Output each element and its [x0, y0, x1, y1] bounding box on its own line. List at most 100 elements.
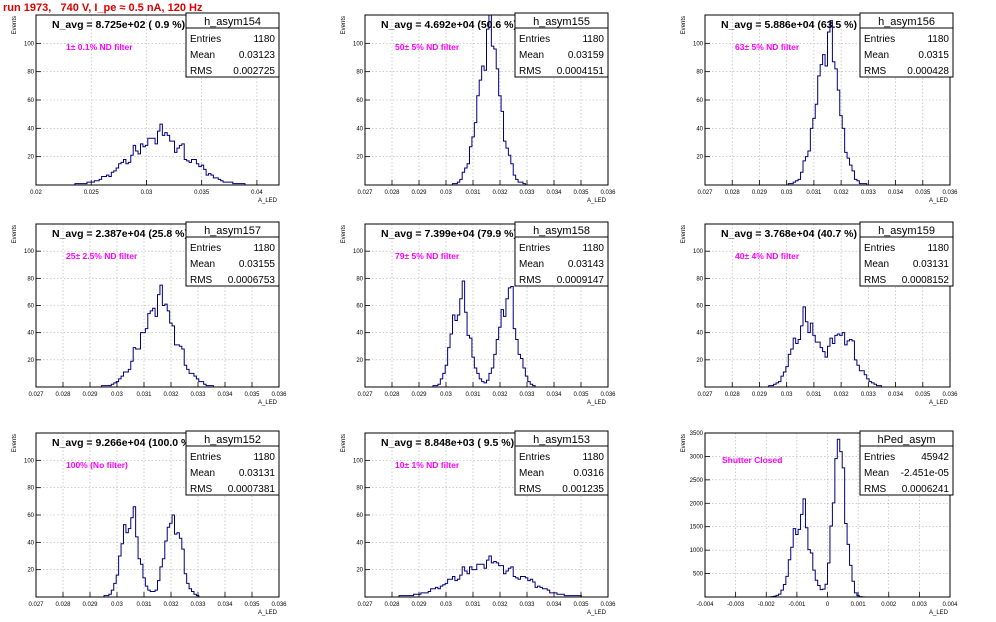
histogram-bin	[798, 339, 800, 387]
y-tick-label: 60	[696, 304, 703, 310]
stats-title: h_asym155	[533, 16, 590, 28]
x-tick-label: 0.033	[519, 602, 535, 608]
x-tick-label: 0.035	[915, 392, 931, 398]
histogram-bin	[513, 577, 515, 598]
x-axis-title: A_LED	[258, 610, 278, 616]
x-tick-label: 0.028	[384, 392, 400, 398]
y-tick-label: 20	[27, 358, 34, 364]
histogram-bin	[423, 593, 425, 597]
histogram-bin	[175, 345, 177, 387]
x-tick-label: 0.04	[251, 190, 263, 196]
histogram-bin	[131, 518, 133, 597]
x-tick-label: 0.031	[465, 392, 481, 398]
histogram-bin	[126, 372, 128, 387]
histogram-bin	[820, 348, 822, 387]
x-tick-label: 0.029	[411, 602, 427, 608]
y-tick-label: 20	[356, 358, 363, 364]
y-tick-label: 100	[353, 41, 364, 47]
histogram-bin	[189, 373, 191, 387]
y-tick-label: 20	[27, 155, 34, 161]
histogram-bin	[482, 66, 484, 185]
y-tick-label: 3000	[690, 454, 704, 460]
histogram-bin	[474, 570, 476, 597]
y-tick-label: 20	[696, 358, 703, 364]
x-tick-label: 0.033	[861, 190, 877, 196]
histogram-panel: -0.004 -0.003 -0.002 -0.001 0 0.001 0.002 0.003…	[681, 430, 958, 616]
x-tick-label: 0.035	[573, 190, 589, 196]
histogram-bin	[426, 593, 428, 597]
stats-title: h_asym157	[204, 225, 261, 237]
histogram-bin	[457, 315, 459, 387]
histogram-bin	[128, 162, 130, 185]
filter-annotation: 63± 5% ND filter	[735, 42, 800, 52]
histogram-panel: 0.027 0.028 0.029 0.03 0.031 0.032 0.033 0.034 0…	[12, 430, 287, 616]
histogram-panel: 0.027 0.028 0.029 0.03 0.031 0.032 0.033 0.034 0…	[12, 221, 287, 406]
stats-label: RMS	[190, 275, 213, 286]
stats-box: h_asym157 Entries 1180 Mean 0.03155 RMS 0.0006…	[185, 221, 280, 287]
stats-title: h_asym158	[533, 225, 590, 237]
histogram-bin	[798, 529, 800, 597]
histogram-bin	[136, 349, 138, 387]
y-tick-label: 60	[696, 98, 703, 104]
histogram-panel: 0.027 0.028 0.029 0.03 0.031 0.032 0.033 0.034 0…	[341, 12, 616, 204]
x-tick-label: 0.03	[111, 392, 123, 398]
y-tick-label: 100	[353, 249, 364, 255]
x-tick-label: 0.035	[573, 392, 589, 398]
histogram-bin	[850, 339, 852, 387]
x-tick-label: 0.036	[942, 392, 958, 398]
stats-label: RMS	[864, 484, 887, 495]
stats-label: Entries	[519, 34, 550, 45]
histogram-bin	[438, 589, 440, 597]
histogram-bin	[523, 577, 525, 598]
x-tick-label: 0.004	[942, 602, 958, 608]
y-tick-label: 20	[27, 568, 34, 574]
histogram-bin	[177, 345, 179, 387]
histogram-bin	[808, 550, 810, 597]
histogram-bin	[179, 145, 181, 185]
stats-value: 0.0009147	[557, 275, 605, 286]
x-tick-label: 0.036	[271, 602, 287, 608]
y-tick-label: 40	[356, 126, 363, 132]
y-tick-label: 40	[27, 126, 34, 132]
x-tick-label: 0.031	[806, 392, 822, 398]
x-tick-label: 0.03	[781, 190, 793, 196]
histogram-bin	[187, 161, 189, 185]
stats-box-frame	[859, 221, 954, 287]
x-tick-label: 0.032	[163, 392, 179, 398]
stats-title: h_asym159	[878, 225, 935, 237]
x-tick-label: 0	[826, 602, 830, 608]
histogram-bin	[840, 452, 842, 597]
x-tick-label: 0.035	[573, 602, 589, 608]
y-tick-label: 60	[27, 98, 34, 104]
x-axis-title: A_LED	[258, 400, 278, 406]
filter-annotation: 79± 5% ND filter	[395, 251, 460, 261]
y-tick-label: 60	[27, 304, 34, 310]
stats-value: 0.0008152	[902, 275, 950, 286]
x-tick-label: -0.003	[727, 602, 745, 608]
y-tick-label: 100	[693, 249, 704, 255]
n-avg-header: N_avg = 3.768e+04 (40.7 %)	[721, 228, 857, 240]
histogram-bin	[143, 147, 145, 185]
x-tick-label: 0.033	[190, 602, 206, 608]
histogram-bin	[150, 311, 152, 387]
histogram-bin	[484, 383, 486, 387]
histogram-bin	[145, 145, 147, 185]
histogram-bin	[165, 304, 167, 387]
histogram-bin	[796, 344, 798, 387]
x-tick-label: 0.028	[725, 190, 741, 196]
n-avg-header: N_avg = 7.399e+04 (79.9 %)	[381, 228, 517, 240]
histogram-bin	[859, 371, 861, 387]
histogram-bin	[837, 334, 839, 387]
histogram-bin	[491, 46, 493, 185]
x-tick-label: 0.031	[465, 602, 481, 608]
y-tick-label: 80	[27, 486, 34, 492]
y-tick-label: 500	[693, 572, 704, 578]
x-tick-label: 0.035	[244, 392, 260, 398]
y-tick-label: 2000	[690, 501, 704, 507]
histogram-bin	[484, 70, 486, 185]
x-tick-label: 0.029	[752, 392, 768, 398]
filter-annotation: 25± 2.5% ND filter	[66, 251, 138, 261]
histogram-outline	[36, 284, 279, 388]
stats-title: h_asym154	[204, 16, 261, 28]
